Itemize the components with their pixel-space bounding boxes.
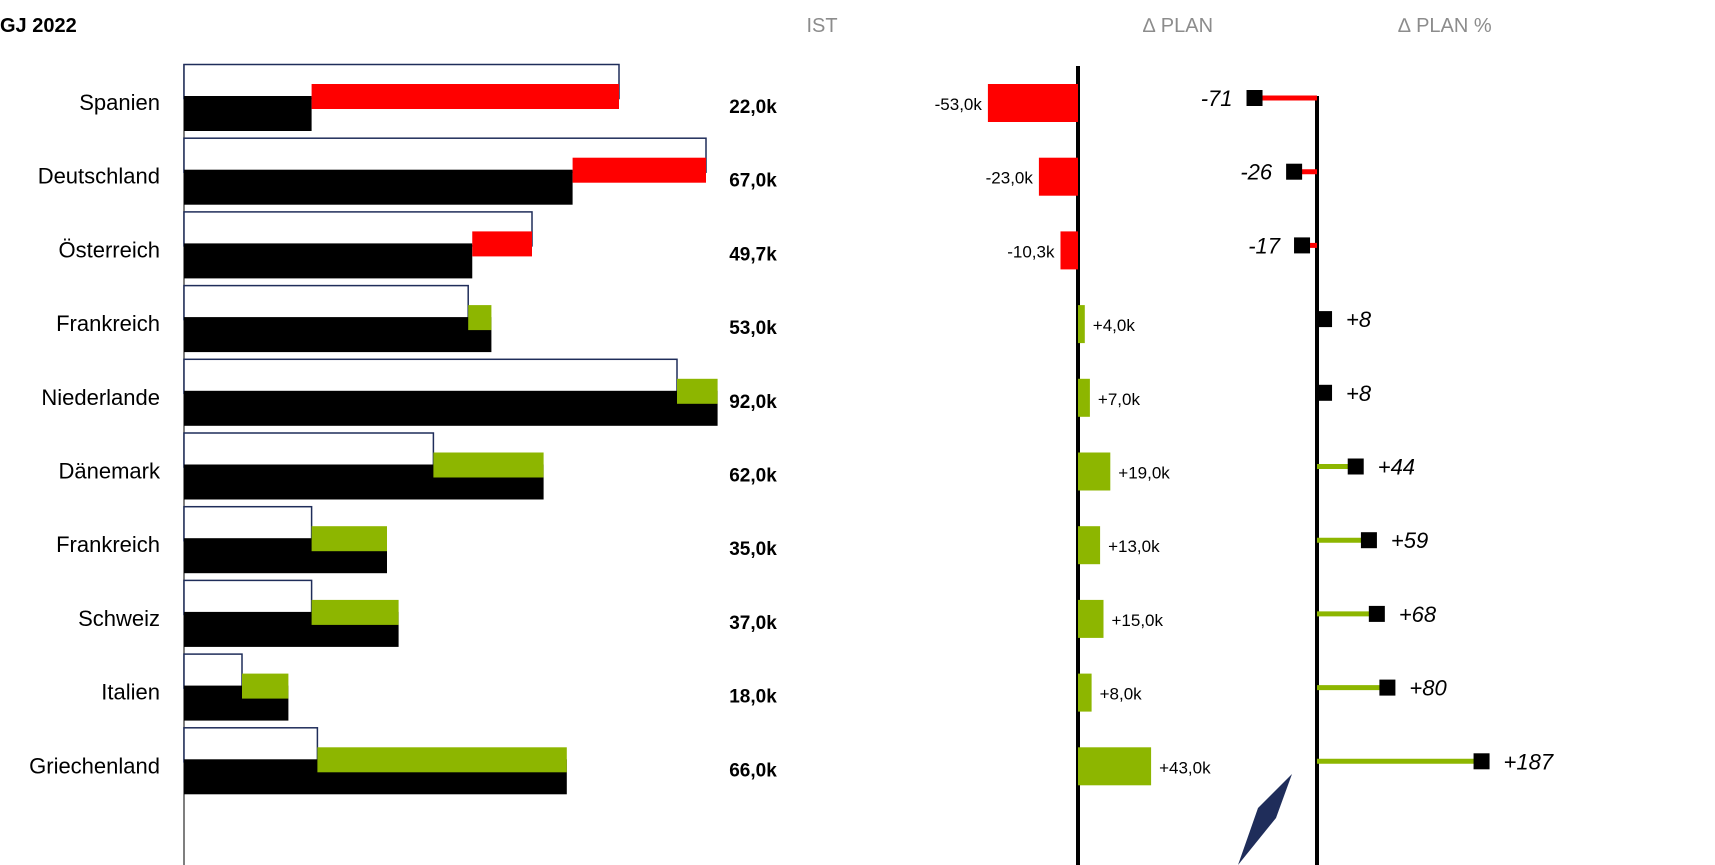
plan-outline-bar — [183, 579, 313, 616]
delta-plan-label: -53,0k — [935, 95, 983, 114]
ist-value-label: 92,0k — [729, 392, 777, 413]
variance-segment — [311, 599, 399, 625]
chart-marks: Spanien 22,0k -53,0k -71 Deutschland 67,0k -23… — [29, 63, 1554, 865]
delta-plan-label: +43,0k — [1159, 758, 1211, 777]
variance-segment — [572, 157, 706, 183]
category-label: Spanien — [79, 90, 160, 115]
category-label: Österreich — [59, 237, 160, 262]
category-label: Italien — [101, 680, 160, 705]
ist-value-label: 67,0k — [729, 171, 777, 192]
delta-plan-pct-label: +8 — [1346, 307, 1372, 332]
delta-plan-bar — [1078, 673, 1092, 712]
ist-value-label: 49,7k — [729, 244, 777, 265]
delta-plan-pct-marker — [1316, 311, 1333, 328]
delta-plan-label: +4,0k — [1093, 316, 1136, 335]
plan-outline-bar — [183, 653, 243, 689]
ist-value-label: 22,0k — [729, 97, 777, 118]
variance-segment — [472, 231, 532, 257]
ist-value-label: 37,0k — [729, 613, 777, 634]
variance-segment — [242, 673, 289, 699]
header-delta-plan: ∆ PLAN — [1143, 15, 1213, 37]
delta-plan-label: -10,3k — [1007, 242, 1055, 261]
delta-plan-pct-label: +187 — [1504, 749, 1554, 774]
delta-plan-pct-marker — [1347, 458, 1364, 475]
delta-plan-pct-label: +68 — [1399, 602, 1437, 627]
delta-plan-bar — [1038, 157, 1078, 196]
delta-plan-bar — [1078, 452, 1111, 491]
header-delta-plan-pct: ∆ PLAN % — [1398, 15, 1492, 37]
delta-plan-bar — [1078, 526, 1101, 565]
delta-plan-bar — [987, 84, 1078, 122]
delta-plan-pct-marker — [1379, 679, 1396, 696]
delta-plan-label: +7,0k — [1098, 390, 1141, 409]
actual-bar — [184, 243, 473, 279]
actual-bar — [184, 96, 312, 131]
variance-segment — [311, 84, 619, 109]
variance-segment — [311, 526, 387, 552]
delta-plan-pct-marker — [1294, 237, 1311, 254]
plan-outline-bar — [183, 432, 435, 468]
category-label: Frankreich — [56, 532, 160, 557]
delta-plan-bar — [1078, 747, 1152, 786]
delta-plan-pct-label: +59 — [1391, 528, 1428, 553]
delta-plan-label: -23,0k — [986, 169, 1034, 188]
header-ist: IST — [806, 15, 837, 37]
ist-value-label: 18,0k — [729, 687, 777, 708]
ist-value-label: 53,0k — [729, 318, 777, 339]
delta-plan-pct-marker — [1473, 753, 1490, 770]
delta-plan-pct-marker — [1246, 90, 1263, 106]
delta-plan-pct-marker — [1360, 532, 1377, 549]
delta-plan-pct-label: +80 — [1409, 676, 1447, 701]
actual-bar — [184, 390, 718, 426]
category-label: Niederlande — [41, 385, 160, 410]
delta-plan-pct-label: -26 — [1240, 160, 1273, 185]
category-label: Dänemark — [59, 459, 161, 484]
category-label: Frankreich — [56, 311, 160, 336]
ist-value-label: 66,0k — [729, 760, 777, 781]
delta-plan-label: +19,0k — [1118, 464, 1170, 483]
chart-title: GJ 2022 — [0, 15, 77, 37]
variance-segment — [468, 305, 492, 331]
plan-outline-bar — [183, 727, 319, 763]
delta-plan-pct-label: +8 — [1346, 381, 1372, 406]
delta-plan-pct-marker — [1368, 605, 1385, 622]
delta-plan-pct-marker — [1286, 163, 1303, 180]
delta-plan-bar — [1060, 231, 1078, 270]
plan-outline-bar — [183, 358, 678, 395]
delta-plan-pct-label: -71 — [1201, 86, 1233, 111]
category-label: Deutschland — [38, 164, 160, 189]
category-label: Griechenland — [29, 753, 160, 778]
actual-bar — [184, 317, 492, 353]
ist-value-label: 62,0k — [729, 466, 777, 487]
delta-plan-bar — [1078, 305, 1085, 344]
variance-segment — [317, 747, 567, 773]
delta-plan-label: +8,0k — [1100, 685, 1143, 704]
delta-plan-pct-label: -17 — [1248, 233, 1281, 258]
variance-segment — [433, 452, 544, 478]
plan-outline-bar — [183, 505, 313, 542]
callout-wedge — [1238, 774, 1292, 865]
variance-segment — [677, 378, 718, 404]
delta-plan-pct-label: +44 — [1378, 455, 1415, 480]
delta-plan-label: +13,0k — [1108, 537, 1160, 556]
delta-plan-label: +15,0k — [1112, 611, 1164, 630]
delta-plan-pct-marker — [1316, 384, 1333, 401]
ist-value-label: 35,0k — [729, 539, 777, 560]
delta-plan-bar — [1078, 378, 1090, 417]
plan-outline-bar — [183, 284, 469, 321]
actual-bar — [184, 169, 573, 205]
delta-plan-bar — [1078, 599, 1104, 638]
category-label: Schweiz — [78, 606, 160, 631]
